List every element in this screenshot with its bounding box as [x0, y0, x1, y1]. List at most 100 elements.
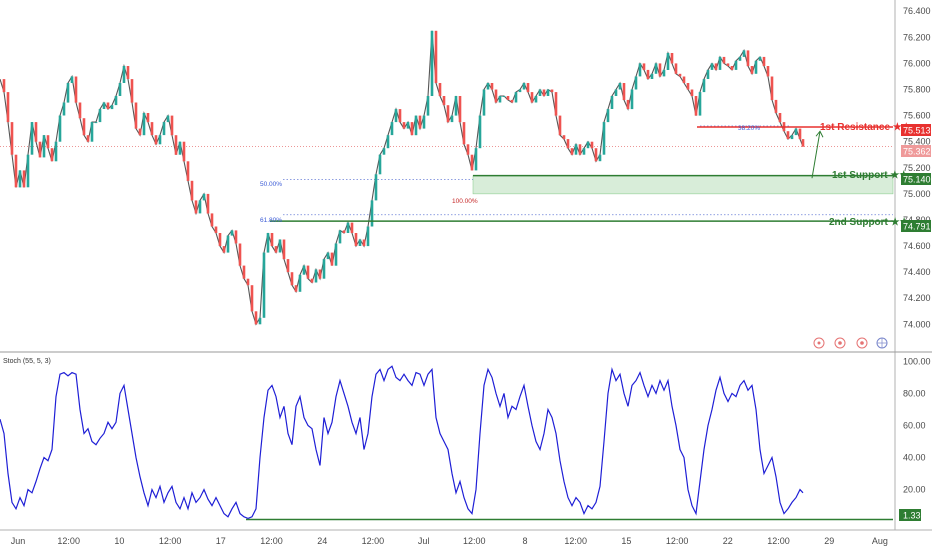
candle [450, 115, 454, 123]
candle [342, 230, 346, 233]
candle [210, 213, 214, 227]
candle [134, 102, 138, 129]
candle [338, 230, 342, 244]
candle [754, 60, 758, 74]
candle [102, 102, 106, 109]
candle [114, 96, 118, 106]
candle [582, 148, 586, 155]
candle [522, 83, 526, 90]
candle [110, 105, 114, 110]
candle [750, 66, 754, 74]
stoch-tick-label: 100.00 [903, 356, 931, 366]
candle [414, 115, 418, 136]
target-icon[interactable] [834, 337, 846, 349]
resistance-price-text: 75.513 [903, 126, 931, 136]
candle [142, 113, 146, 136]
candle [166, 115, 170, 123]
bell-alert-icon[interactable] [813, 337, 825, 349]
globe-icon[interactable] [876, 337, 888, 349]
time-tick-label: 17 [216, 536, 226, 546]
stoch-tick-label: 40.00 [903, 453, 926, 463]
target-icon[interactable] [856, 337, 868, 349]
support-2-price-badge: 74.791 [901, 220, 931, 232]
candle [774, 99, 778, 113]
candle [550, 89, 554, 93]
candle [446, 105, 450, 123]
candle [498, 96, 502, 103]
candle [418, 115, 422, 129]
candle [50, 148, 54, 162]
stoch-tick-label: 20.00 [903, 485, 926, 495]
candle [718, 56, 722, 70]
candle [458, 96, 462, 123]
candle [334, 243, 338, 266]
candle [18, 170, 22, 188]
candle [290, 272, 294, 286]
candle [150, 122, 154, 136]
fib-618-label: 61.80% [260, 217, 282, 224]
candle [154, 135, 158, 145]
last-price-badge: 75.362 [901, 145, 931, 157]
candle [242, 265, 246, 279]
candle [194, 200, 198, 214]
time-tick-label: 12:00 [159, 536, 182, 546]
candle [78, 102, 82, 119]
time-tick-label: 24 [317, 536, 327, 546]
projection-arrow [811, 131, 821, 179]
stoch-series [0, 365, 804, 520]
candle [634, 76, 638, 90]
candle [366, 226, 370, 247]
candle [462, 122, 466, 145]
candle [702, 79, 706, 93]
resistance-price-badge: 75.513 [901, 124, 931, 136]
candle [158, 135, 162, 145]
candle [618, 83, 622, 90]
candle [70, 76, 74, 83]
candle [246, 278, 250, 286]
price-tick-label: 74.600 [903, 241, 931, 251]
candle [250, 285, 254, 312]
candle [370, 200, 374, 227]
candle [486, 83, 490, 90]
candle [434, 30, 438, 83]
candle [162, 122, 166, 136]
candle [38, 141, 42, 158]
candle [570, 148, 574, 155]
price-tick-label: 75.200 [903, 163, 931, 173]
candle [554, 92, 558, 116]
price-tick-label: 75.400 [903, 137, 931, 147]
candle [654, 63, 658, 74]
candle [490, 83, 494, 90]
candle [58, 115, 62, 142]
candle [2, 79, 6, 93]
candle [706, 69, 710, 79]
stoch-axis: 100.00 80.00 60.00 40.00 20.00 [903, 356, 931, 494]
indicator-title[interactable]: Stoch (55, 5, 3) [3, 358, 51, 365]
candle [138, 128, 142, 136]
fib-100-label: 100.00% [452, 198, 478, 205]
candle [502, 96, 506, 97]
candle [506, 96, 510, 100]
time-tick-label: 12:00 [666, 536, 689, 546]
candle [778, 113, 782, 123]
price-tick-label: 74.200 [903, 293, 931, 303]
candle [526, 83, 530, 93]
candle [726, 63, 730, 66]
candle [374, 174, 378, 201]
candle [590, 141, 594, 149]
candle [658, 63, 662, 77]
candle [474, 148, 478, 171]
time-tick-label: 22 [723, 536, 733, 546]
support-2-label: 2nd Support ★★ [829, 217, 909, 228]
candle [294, 285, 298, 292]
candle [318, 269, 322, 279]
candle [642, 63, 646, 70]
candle [758, 56, 762, 61]
candle [170, 115, 174, 136]
candle [542, 89, 546, 96]
candle [270, 233, 274, 246]
candle [266, 233, 270, 253]
candle [442, 96, 446, 106]
